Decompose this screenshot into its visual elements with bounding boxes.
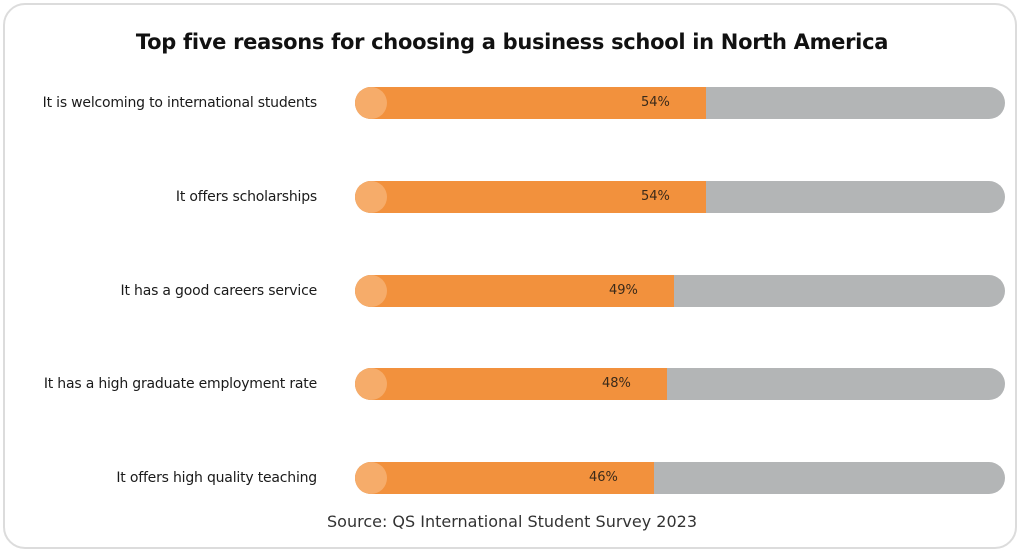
bar-fill <box>355 368 667 400</box>
category-label: It offers high quality teaching <box>116 470 317 486</box>
chart-title: Top five reasons for choosing a business… <box>135 30 889 54</box>
bar-track: 46% <box>355 462 1005 494</box>
value-label: 46% <box>589 470 618 485</box>
category-label: It has a high graduate employment rate <box>43 376 317 392</box>
bar-track: 54% <box>355 181 1005 213</box>
bar-track: 54% <box>355 87 1005 119</box>
bar-cap <box>355 275 387 307</box>
category-label: It has a good careers service <box>120 283 318 299</box>
value-label: 49% <box>609 283 638 298</box>
bar-cap <box>355 181 387 213</box>
bar-fill <box>355 275 674 307</box>
bar-fill <box>355 181 706 213</box>
bar-cap <box>355 462 387 494</box>
value-label: 54% <box>641 95 670 110</box>
bar-cap <box>355 368 387 400</box>
chart-source: Source: QS International Student Survey … <box>327 512 697 531</box>
value-label: 48% <box>602 376 631 391</box>
bar-track: 48% <box>355 368 1005 400</box>
bar-cap <box>355 87 387 119</box>
bar-fill <box>355 87 706 119</box>
category-label: It is welcoming to international student… <box>42 95 318 111</box>
bar-fill <box>355 462 654 494</box>
value-label: 54% <box>641 189 670 204</box>
bar-track: 49% <box>355 275 1005 307</box>
category-label: It offers scholarships <box>175 189 317 205</box>
